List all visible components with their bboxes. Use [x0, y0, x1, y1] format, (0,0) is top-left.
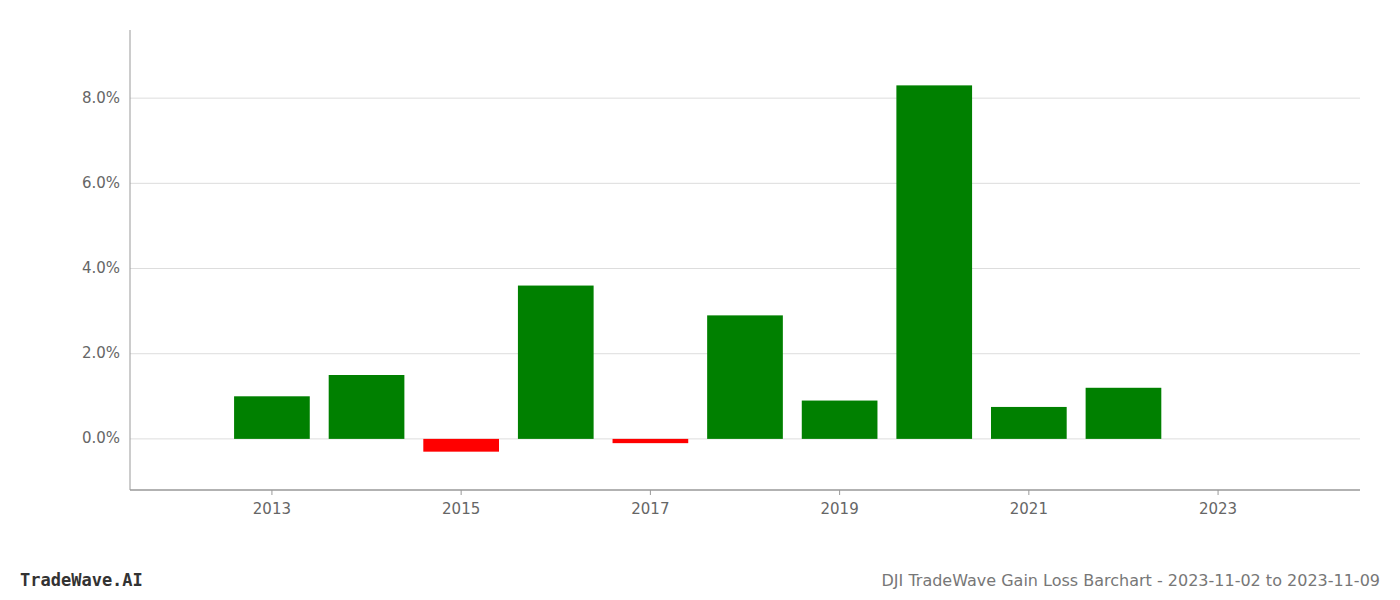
- chart: 0.0% 2.0% 4.0% 6.0% 8.0% 2013 2015 2017 2019 2021…: [0, 0, 1400, 600]
- y-tick-labels: 0.0% 2.0% 4.0% 6.0% 8.0%: [82, 89, 120, 448]
- bar: [234, 396, 310, 439]
- x-tick: [839, 490, 840, 495]
- x-tick: [1028, 490, 1029, 495]
- x-tick: [271, 490, 272, 495]
- title: DJI TradeWave Gain Loss Barchart - 2023-…: [882, 571, 1380, 590]
- y-axis-line: [130, 30, 131, 490]
- bar: [329, 375, 405, 439]
- x-tick: [1218, 490, 1219, 495]
- bar: [518, 286, 594, 439]
- bar: [991, 407, 1067, 439]
- bar: [423, 439, 499, 452]
- x-axis-line: [130, 489, 1360, 491]
- x-tick: [650, 490, 651, 495]
- x-tick-label: 2019: [821, 500, 859, 518]
- bars: [234, 85, 1161, 451]
- bar: [613, 439, 689, 443]
- grid: [130, 98, 1360, 439]
- grid-line: [130, 183, 1360, 184]
- y-tick-label: 8.0%: [82, 89, 120, 107]
- x-tick-label: 2013: [253, 500, 291, 518]
- x-tick-label: 2017: [631, 500, 669, 518]
- bar: [1086, 388, 1162, 439]
- grid-line: [130, 268, 1360, 269]
- x-tick-label: 2021: [1010, 500, 1048, 518]
- x-tick-label: 2015: [442, 500, 480, 518]
- y-tick-label: 2.0%: [82, 344, 120, 362]
- y-tick-label: 6.0%: [82, 174, 120, 192]
- y-tick-label: 0.0%: [82, 429, 120, 447]
- x-tick: [461, 490, 462, 495]
- bar: [802, 401, 878, 439]
- bar: [896, 85, 972, 439]
- x-ticks: 2013 2015 2017 2019 2021 2023: [253, 490, 1237, 518]
- grid-line: [130, 98, 1360, 99]
- y-tick-label: 4.0%: [82, 259, 120, 277]
- watermark: TradeWave.AI: [20, 570, 143, 590]
- x-tick-label: 2023: [1199, 500, 1237, 518]
- bar: [707, 315, 783, 439]
